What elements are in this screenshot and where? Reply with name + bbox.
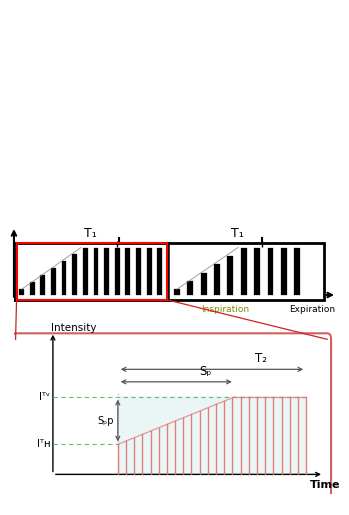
- Bar: [254, 248, 260, 295]
- FancyBboxPatch shape: [12, 333, 331, 498]
- Bar: [40, 276, 45, 295]
- Text: T₁: T₁: [231, 227, 244, 240]
- Bar: [147, 248, 151, 295]
- Bar: [157, 248, 162, 295]
- Bar: [104, 248, 109, 295]
- Bar: [174, 289, 180, 295]
- Bar: [125, 248, 130, 295]
- Text: Sₚp: Sₚp: [97, 416, 114, 425]
- Text: Iᵀᵛ: Iᵀᵛ: [39, 392, 50, 402]
- Bar: [281, 248, 287, 295]
- Bar: [72, 254, 77, 295]
- Bar: [294, 248, 300, 295]
- Bar: [268, 248, 273, 295]
- Bar: [187, 281, 193, 295]
- Text: Expiration: Expiration: [290, 305, 336, 315]
- Text: T₁: T₁: [84, 227, 97, 240]
- Bar: [83, 248, 88, 295]
- Text: Intensity: Intensity: [51, 323, 97, 333]
- Bar: [241, 248, 247, 295]
- Bar: [214, 264, 220, 295]
- Text: T₂: T₂: [255, 352, 267, 365]
- Bar: [51, 268, 56, 295]
- Bar: [115, 248, 120, 295]
- Bar: [14, 243, 324, 300]
- Bar: [19, 289, 24, 295]
- Text: Sₚ: Sₚ: [199, 365, 211, 379]
- Bar: [16, 243, 166, 300]
- Text: Inspiration: Inspiration: [201, 305, 250, 315]
- Bar: [94, 248, 98, 295]
- Bar: [62, 262, 67, 295]
- Bar: [136, 248, 141, 295]
- Bar: [30, 282, 35, 295]
- Bar: [118, 396, 306, 474]
- Bar: [228, 256, 233, 295]
- Text: Time: Time: [310, 480, 341, 490]
- Text: Iᵀʜ: Iᵀʜ: [37, 439, 50, 450]
- Bar: [201, 272, 207, 295]
